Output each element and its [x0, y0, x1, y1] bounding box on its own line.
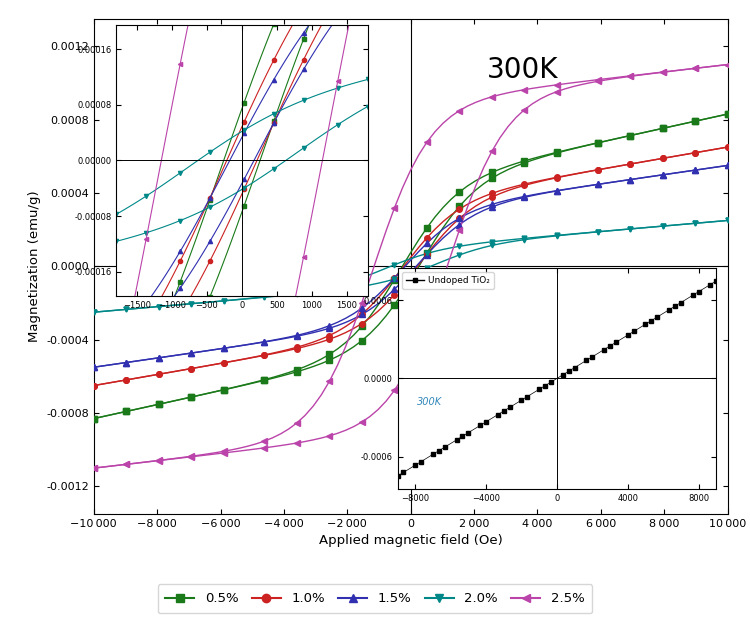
Text: 300K: 300K: [487, 56, 558, 84]
Text: 300K: 300K: [417, 397, 442, 407]
Legend: Undoped TiO₂: Undoped TiO₂: [402, 272, 494, 288]
X-axis label: Applied magnetic field (Oe): Applied magnetic field (Oe): [319, 535, 502, 548]
Legend: 0.5%, 1.0%, 1.5%, 2.0%, 2.5%: 0.5%, 1.0%, 1.5%, 2.0%, 2.5%: [158, 584, 592, 613]
Y-axis label: Magnetization (emu/g): Magnetization (emu/g): [28, 191, 40, 342]
